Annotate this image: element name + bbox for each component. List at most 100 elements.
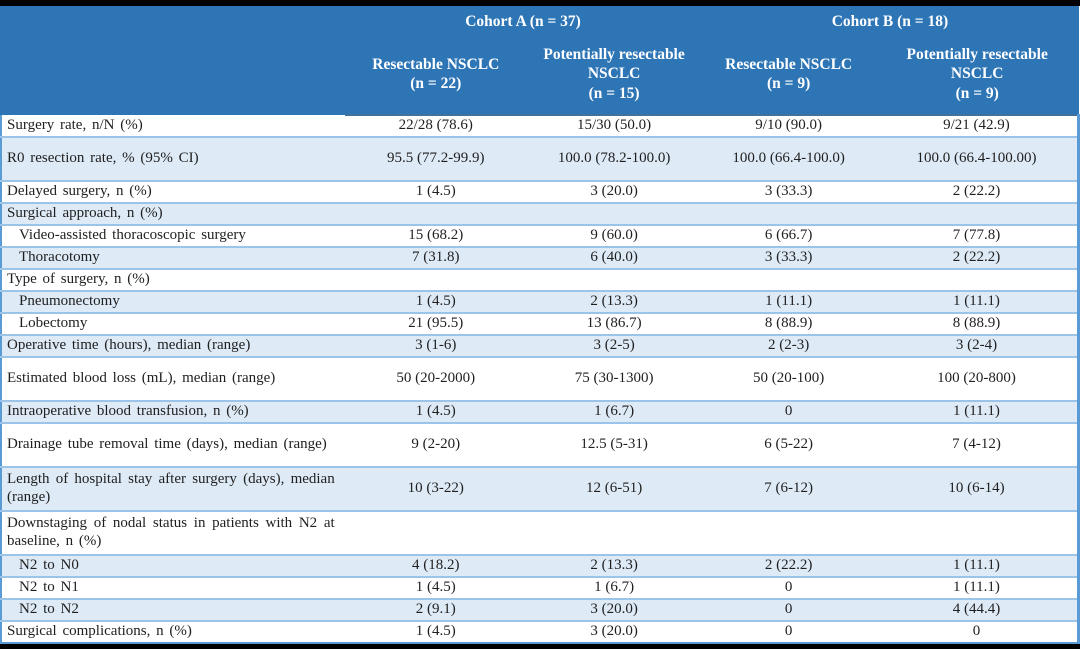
cell-value: 50 (20-100) xyxy=(701,357,876,402)
cell-value: 9/10 (90.0) xyxy=(701,115,876,138)
column-header-cohortA-resectable: Resectable NSCLC (n = 22) xyxy=(344,34,527,116)
cell-value xyxy=(526,203,702,226)
cell-value: 10 (6-14) xyxy=(875,467,1080,512)
table-row: Operative time (hours), median (range) 3 … xyxy=(0,335,1080,358)
table-row: Video-assisted thoracoscopic surgery 15 (… xyxy=(0,225,1080,248)
subgroup-header-row: Resectable NSCLC (n = 22) Potentially re… xyxy=(1,34,1079,116)
table-row: Surgery rate, n/N (%) 22/28 (78.6) 15/30 (… xyxy=(0,115,1080,138)
cell-value: 3 (1-6) xyxy=(344,335,527,358)
column-header-cohortA-potentially-resectable: Potentially resectable NSCLC (n = 15) xyxy=(526,34,702,116)
row-label: Surgical complications, n (%) xyxy=(0,621,345,644)
table-row: Type of surgery, n (%) xyxy=(0,269,1080,292)
cell-value: 13 (86.7) xyxy=(526,313,702,336)
row-label: Estimated blood loss (mL), median (range… xyxy=(0,357,345,402)
cell-value: 1 (6.7) xyxy=(526,577,702,600)
cell-value: 1 (11.1) xyxy=(701,291,876,314)
cell-value xyxy=(875,269,1080,292)
cell-value: 22/28 (78.6) xyxy=(344,115,527,138)
cell-value: 1 (6.7) xyxy=(526,401,702,424)
cell-value: 1 (4.5) xyxy=(344,401,527,424)
cell-value: 15 (68.2) xyxy=(344,225,527,248)
cell-value: 1 (11.1) xyxy=(875,291,1080,314)
cell-value: 7 (4-12) xyxy=(875,423,1080,468)
cell-value: 6 (5-22) xyxy=(701,423,876,468)
cell-value: 0 xyxy=(701,577,876,600)
cell-value: 100.0 (78.2-100.0) xyxy=(526,137,702,182)
cell-value: 15/30 (50.0) xyxy=(526,115,702,138)
cell-value: 9 (2-20) xyxy=(344,423,527,468)
table-row: Surgical complications, n (%) 1 (4.5) 3 (2… xyxy=(0,621,1080,644)
cell-value: 100.0 (66.4-100.0) xyxy=(701,137,876,182)
row-label: Pneumonectomy xyxy=(0,291,345,314)
cell-value: 1 (11.1) xyxy=(875,577,1080,600)
cell-value: 8 (88.9) xyxy=(875,313,1080,336)
cell-value: 1 (4.5) xyxy=(344,577,527,600)
cell-value xyxy=(344,269,527,292)
row-label: N2 to N0 xyxy=(0,555,345,578)
column-header-n: (n = 9) xyxy=(955,84,999,102)
row-label: Surgery rate, n/N (%) xyxy=(0,115,345,138)
cell-value: 12.5 (5-31) xyxy=(526,423,702,468)
cell-value: 12 (6-51) xyxy=(526,467,702,512)
cell-value: 2 (2-3) xyxy=(701,335,876,358)
column-header-label: Resectable NSCLC xyxy=(725,55,853,73)
table-row: Intraoperative blood transfusion, n (%) 1… xyxy=(0,401,1080,424)
row-label: Surgical approach, n (%) xyxy=(0,203,345,226)
cell-value: 50 (20-2000) xyxy=(344,357,527,402)
cell-value: 9 (60.0) xyxy=(526,225,702,248)
table-row: R0 resection rate, % (95% CI) 95.5 (77.2-… xyxy=(0,137,1080,182)
cohort-group-row: Cohort A (n = 37) Cohort B (n = 18) xyxy=(0,6,1079,115)
column-header-label: Potentially resectable NSCLC xyxy=(906,45,1048,83)
cell-value: 100 (20-800) xyxy=(875,357,1080,402)
cell-value: 3 (20.0) xyxy=(526,621,702,644)
cell-value: 0 xyxy=(875,621,1080,644)
cell-value: 1 (4.5) xyxy=(344,621,527,644)
cell-value: 9/21 (42.9) xyxy=(875,115,1080,138)
cell-value: 3 (2-4) xyxy=(875,335,1080,358)
row-label: Operative time (hours), median (range) xyxy=(0,335,345,358)
cell-value: 2 (22.2) xyxy=(875,247,1080,270)
cohort-a-header: Cohort A (n = 37) xyxy=(344,6,702,34)
cell-value: 7 (6-12) xyxy=(701,467,876,512)
cell-value: 21 (95.5) xyxy=(344,313,527,336)
table-row: Pneumonectomy 1 (4.5) 2 (13.3) 1 (11.1) 1 (1… xyxy=(0,291,1080,314)
cell-value: 95.5 (77.2-99.9) xyxy=(344,137,527,182)
cell-value: 1 (4.5) xyxy=(344,291,527,314)
table-body: Surgery rate, n/N (%) 22/28 (78.6) 15/30 (… xyxy=(0,115,1080,644)
cell-value: 7 (77.8) xyxy=(875,225,1080,248)
cell-value: 2 (13.3) xyxy=(526,555,702,578)
bottom-border-bar xyxy=(0,644,1080,649)
cell-value: 75 (30-1300) xyxy=(526,357,702,402)
surgical-outcomes-table: Cohort A (n = 37) Cohort B (n = 18) Rese… xyxy=(0,6,1080,644)
table-row: Estimated blood loss (mL), median (range… xyxy=(0,357,1080,402)
row-label: Length of hospital stay after surgery (d… xyxy=(0,467,345,512)
cell-value: 0 xyxy=(701,621,876,644)
table-row: Delayed surgery, n (%) 1 (4.5) 3 (20.0) 3 (… xyxy=(0,181,1080,204)
column-header-label: Resectable NSCLC xyxy=(372,55,500,73)
header-stub-cell xyxy=(0,6,345,115)
row-label: N2 to N2 xyxy=(0,599,345,622)
table-row: N2 to N1 1 (4.5) 1 (6.7) 0 1 (11.1) xyxy=(0,577,1080,600)
cell-value: 100.0 (66.4-100.00) xyxy=(875,137,1080,182)
table-row: Lobectomy 21 (95.5) 13 (86.7) 8 (88.9) 8 (88… xyxy=(0,313,1080,336)
cell-value: 2 (9.1) xyxy=(344,599,527,622)
table-row: Thoracotomy 7 (31.8) 6 (40.0) 3 (33.3) 2 (22… xyxy=(0,247,1080,270)
row-label: Thoracotomy xyxy=(0,247,345,270)
cell-value: 3 (33.3) xyxy=(701,181,876,204)
cell-value: 4 (18.2) xyxy=(344,555,527,578)
cell-value: 2 (13.3) xyxy=(526,291,702,314)
top-border-bar xyxy=(0,0,1080,6)
table-row: N2 to N2 2 (9.1) 3 (20.0) 0 4 (44.4) xyxy=(0,599,1080,622)
cell-value xyxy=(526,269,702,292)
cohort-b-header: Cohort B (n = 18) xyxy=(701,6,1079,34)
cell-value: 1 (11.1) xyxy=(875,555,1080,578)
table-header: Cohort A (n = 37) Cohort B (n = 18) Rese… xyxy=(0,6,1079,116)
cell-value: 4 (44.4) xyxy=(875,599,1080,622)
table-row: Drainage tube removal time (days), media… xyxy=(0,423,1080,468)
cell-value xyxy=(701,203,876,226)
row-label: Drainage tube removal time (days), media… xyxy=(0,423,345,468)
cell-value xyxy=(701,511,876,556)
row-label: Downstaging of nodal status in patients … xyxy=(0,511,345,556)
cell-value: 3 (33.3) xyxy=(701,247,876,270)
